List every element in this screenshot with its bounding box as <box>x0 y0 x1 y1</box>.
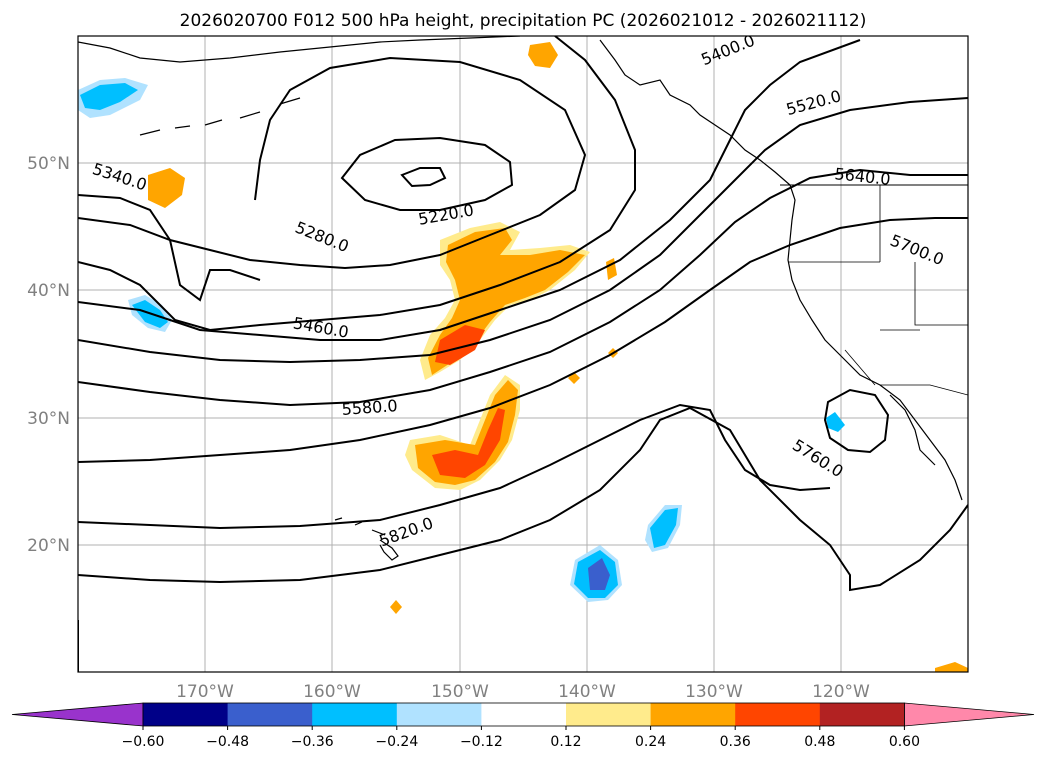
precip-neg-1 <box>80 83 138 110</box>
precip-area-5 <box>935 662 968 672</box>
lon-tick-130w: 130°W <box>685 682 743 702</box>
colorbar-segment <box>396 703 482 726</box>
height-contours <box>78 36 968 672</box>
precip-area-7 <box>390 600 402 614</box>
precip-neg-5 <box>826 412 845 432</box>
chart-title: 2026020700 F012 500 hPa height, precipit… <box>180 11 867 31</box>
lon-tick-120w: 120°W <box>812 682 870 702</box>
map-frame <box>77 35 969 673</box>
colorbar-tick-label: −0.24 <box>375 734 418 750</box>
colorbar-tick-label: 0.60 <box>889 734 920 750</box>
precip-neg-4 <box>650 508 678 548</box>
colorbar-segment <box>481 703 567 726</box>
lon-ticks: 170°W 160°W 150°W 140°W 130°W 120°W <box>176 682 870 702</box>
colorbar-tick-label: −0.60 <box>122 734 165 750</box>
contour-5760 <box>78 406 968 592</box>
aleutian-islands <box>139 97 301 136</box>
state-borders <box>788 185 968 386</box>
colorbar: −0.60 −0.48 −0.36 −0.24 −0.12 0.12 0.24 0.36 0.4… <box>11 702 1035 750</box>
precip-neg-3-core <box>588 558 610 590</box>
colorbar-tick-label: 0.24 <box>635 734 666 750</box>
map-panel: 5400.0 5520.0 5340.0 5220.0 5640.0 5280.… <box>77 35 969 673</box>
contour-5580 <box>78 168 968 407</box>
lon-tick-150w: 150°W <box>431 682 489 702</box>
lat-tick-30n: 30°N <box>27 409 70 429</box>
alaska-coast <box>78 36 521 63</box>
contour-5700 <box>78 403 831 530</box>
lat-tick-20n: 20°N <box>27 536 70 556</box>
colorbar-segment <box>819 703 905 726</box>
lat-tick-50n: 50°N <box>27 154 70 174</box>
contour-5220 <box>340 136 514 211</box>
lon-tick-140w: 140°W <box>558 682 616 702</box>
colorbar-tick-label: 0.36 <box>720 734 751 750</box>
west-coast <box>599 39 963 501</box>
contour-5520 <box>78 97 968 364</box>
contour-low-center <box>400 167 447 188</box>
contour-5340 <box>78 194 261 302</box>
precip-area-4 <box>528 42 558 68</box>
contour-5280 <box>78 56 587 270</box>
colorbar-tick-label: 0.12 <box>550 734 581 750</box>
precip-area-2-high <box>432 408 505 478</box>
contour-label-5580: 5580.0 <box>341 396 398 419</box>
us-mexico-border <box>880 384 968 396</box>
colorbar-tick-label: −0.12 <box>460 734 503 750</box>
lon-tick-170w: 170°W <box>176 682 234 702</box>
colorbar-segment <box>650 703 736 726</box>
colorbar-segment <box>735 703 821 726</box>
colorbar-tick-label: 0.48 <box>804 734 835 750</box>
colorbar-tick-label: −0.36 <box>291 734 334 750</box>
precip-area-3 <box>148 168 185 208</box>
colorbar-segment <box>143 703 229 726</box>
colorbar-tick-label: −0.48 <box>206 734 249 750</box>
colorbar-extend-max <box>904 702 1035 727</box>
coastlines <box>78 36 968 561</box>
contour-5460 <box>78 39 861 341</box>
lon-tick-160w: 160°W <box>303 682 361 702</box>
colorbar-extend-min <box>11 702 144 727</box>
colorbar-segment <box>566 703 652 726</box>
lat-ticks: 50°N 40°N 30°N 20°N <box>27 154 70 556</box>
precip-area-1-high <box>435 325 485 365</box>
colorbar-outline <box>142 702 905 727</box>
contour-5400 <box>78 36 636 332</box>
contour-high-center <box>823 388 890 454</box>
lat-tick-40n: 40°N <box>27 281 70 301</box>
baja-california <box>889 394 936 466</box>
hawaii-islands <box>334 517 399 561</box>
colorbar-segment <box>312 703 398 726</box>
contour-5640 <box>78 217 968 463</box>
colorbar-segment <box>227 703 313 726</box>
